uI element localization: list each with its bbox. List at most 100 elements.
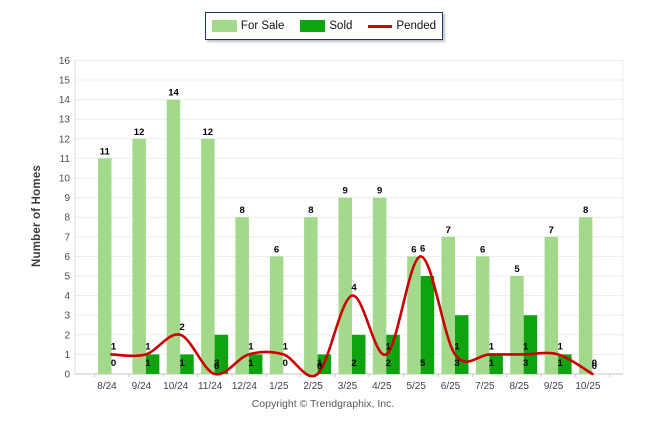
- bar-for-sale: [98, 158, 112, 374]
- x-tick-label: 5/25: [406, 381, 426, 392]
- x-tick-label: 4/25: [372, 381, 392, 392]
- x-tick-label: 11/24: [198, 381, 223, 392]
- for-sale-value-label: 12: [134, 127, 145, 138]
- for-sale-value-label: 9: [343, 186, 348, 197]
- for-sale-value-label: 5: [514, 264, 520, 275]
- legend-label-pended: Pended: [396, 20, 437, 32]
- legend-item-sold: Sold: [300, 20, 352, 32]
- pended-value-label: 1: [248, 341, 254, 352]
- sold-value-label: 3: [523, 358, 528, 369]
- bar-for-sale: [201, 138, 215, 374]
- x-tick-label: 2/25: [303, 381, 323, 392]
- sold-value-label: 2: [386, 358, 391, 369]
- for-sale-value-label: 7: [549, 225, 554, 236]
- legend-item-pended: Pended: [368, 20, 436, 32]
- y-tick-label: 15: [59, 76, 71, 87]
- sold-swatch-icon: [300, 20, 326, 32]
- x-tick-label: 9/24: [132, 381, 152, 392]
- sold-value-label: 0: [592, 358, 597, 369]
- sold-value-label: 1: [248, 358, 254, 369]
- x-tick-label: 3/25: [338, 381, 358, 392]
- legend-label-sold: Sold: [329, 20, 353, 32]
- sold-value-label: 1: [180, 358, 186, 369]
- pended-value-label: 1: [454, 341, 460, 352]
- y-tick-label: 3: [64, 311, 70, 322]
- sold-value-label: 1: [145, 358, 151, 369]
- sold-value-label: 5: [420, 358, 426, 369]
- y-tick-label: 10: [59, 174, 71, 185]
- y-tick-label: 0: [64, 370, 70, 381]
- pended-value-label: 0: [317, 361, 322, 372]
- y-tick-label: 8: [64, 213, 70, 224]
- for-sale-value-label: 7: [446, 225, 451, 236]
- bar-for-sale: [235, 217, 249, 374]
- sold-value-label: 2: [351, 358, 356, 369]
- bar-sold: [352, 334, 366, 374]
- sold-value-label: 1: [317, 358, 323, 369]
- pended-value-label: 0: [214, 361, 219, 372]
- x-tick-label: 10/25: [575, 381, 600, 392]
- sold-value-label: 0: [283, 358, 288, 369]
- for-sale-value-label: 11: [100, 146, 111, 157]
- pended-value-label: 6: [420, 243, 425, 254]
- sold-value-label: 0: [111, 358, 116, 369]
- legend-label-for-sale: For Sale: [240, 20, 285, 32]
- bar-sold: [523, 315, 538, 374]
- bar-sold: [214, 334, 229, 374]
- y-tick-label: 4: [64, 291, 70, 302]
- for-sale-value-label: 6: [274, 244, 279, 255]
- x-tick-label: 8/24: [97, 381, 117, 392]
- y-tick-label: 1: [64, 350, 70, 361]
- pended-value-label: 4: [351, 283, 357, 294]
- sold-value-label: 1: [557, 358, 563, 369]
- y-tick-label: 14: [59, 95, 71, 106]
- x-tick-label: 10/24: [163, 381, 188, 392]
- x-tick-label: 9/25: [544, 381, 564, 392]
- bar-sold: [248, 354, 263, 374]
- pended-value-label: 1: [145, 341, 151, 352]
- bar-for-sale: [544, 236, 559, 374]
- for-sale-value-label: 9: [377, 186, 382, 197]
- pended-value-label: 1: [523, 341, 529, 352]
- bar-for-sale: [304, 217, 318, 374]
- for-sale-value-label: 8: [583, 205, 588, 216]
- y-tick-label: 16: [59, 56, 71, 67]
- bar-for-sale: [475, 256, 490, 374]
- sold-value-label: 3: [454, 358, 459, 369]
- x-tick-label: 7/25: [475, 381, 495, 392]
- pended-line-swatch-icon: [368, 24, 393, 28]
- for-sale-swatch-icon: [211, 20, 237, 32]
- bar-sold: [420, 276, 435, 374]
- x-tick-label: 12/24: [232, 381, 257, 392]
- sold-value-label: 2: [214, 358, 219, 369]
- bar-for-sale: [166, 99, 181, 374]
- for-sale-value-label: 14: [168, 88, 179, 99]
- y-tick-label: 2: [64, 330, 70, 341]
- pended-value-label: 2: [180, 322, 185, 333]
- bar-sold: [489, 354, 503, 374]
- bar-for-sale: [269, 256, 284, 374]
- copyright-footer: Copyright © Trendgraphix, Inc.: [251, 398, 395, 410]
- legend-item-for-sale: For Sale: [211, 20, 285, 32]
- bar-for-sale: [578, 217, 593, 374]
- bar-for-sale: [372, 197, 387, 374]
- y-tick-label: 12: [59, 134, 71, 145]
- bar-for-sale: [510, 276, 524, 374]
- y-tick-label: 11: [60, 154, 71, 165]
- for-sale-value-label: 8: [308, 205, 313, 216]
- for-sale-value-label: 12: [203, 127, 214, 138]
- pended-value-label: 1: [283, 341, 289, 352]
- for-sale-value-label: 6: [411, 244, 416, 255]
- legend: For Sale Sold Pended: [205, 12, 443, 40]
- pended-value-label: 1: [111, 341, 117, 352]
- x-tick-label: 8/25: [509, 381, 529, 392]
- y-tick-label: 13: [59, 115, 71, 126]
- y-tick-label: 7: [64, 232, 70, 243]
- sold-value-label: 1: [489, 358, 495, 369]
- bar-for-sale: [132, 138, 146, 374]
- y-tick-label: 9: [64, 193, 70, 204]
- bar-for-sale: [407, 256, 421, 374]
- bar-sold: [180, 354, 194, 374]
